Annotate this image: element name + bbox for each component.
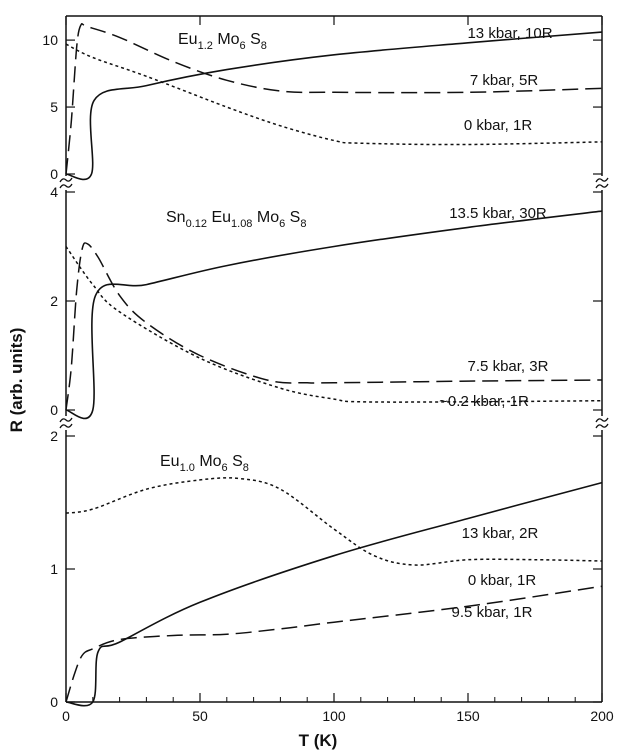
axis-break-mark — [595, 417, 609, 423]
series-label: 13 kbar, 10R — [467, 25, 552, 42]
series-line-solid — [65, 481, 603, 707]
axis-break-mark — [595, 177, 609, 183]
y-tick-label: 0 — [50, 694, 58, 710]
compound-subscript: 1.08 — [231, 218, 252, 230]
y-tick-label: 0 — [50, 166, 58, 182]
axis-break-mark — [595, 183, 609, 189]
x-tick-label: 50 — [192, 708, 208, 724]
compound-subscript: 6 — [279, 218, 285, 230]
series-line-solid — [65, 210, 603, 420]
axis-break-mark — [59, 177, 73, 183]
series-label: 13.5 kbar, 30R — [449, 205, 547, 222]
series-line-long-dash — [65, 585, 603, 703]
x-tick-label: 0 — [62, 708, 70, 724]
series-line-long-dash — [65, 242, 603, 411]
series-line-short-dash — [65, 477, 603, 566]
series-label: 9.5 kbar, 1R — [452, 604, 533, 621]
y-tick-label: 0 — [50, 402, 58, 418]
x-tick-label: 150 — [456, 708, 480, 724]
compound-element: S — [285, 209, 300, 226]
x-axis-title: T (K) — [299, 731, 338, 750]
compound-element: Eu — [160, 453, 180, 470]
axis-break-mark — [59, 183, 73, 189]
compound-element: Eu — [207, 209, 231, 226]
series-line-short-dash — [65, 246, 603, 403]
compound-label: Eu1.2 Mo6 S8 — [178, 31, 267, 52]
axis-break-gap — [61, 176, 71, 190]
axis-break-gap — [597, 176, 607, 190]
y-tick-label: 2 — [50, 293, 58, 309]
compound-subscript: 8 — [300, 218, 306, 230]
axis-break-mark — [595, 423, 609, 429]
compound-element: Sn — [166, 209, 186, 226]
x-tick-label: 200 — [590, 708, 614, 724]
y-tick-label: 4 — [50, 184, 58, 200]
compound-label: Sn0.12 Eu1.08 Mo6 S8 — [166, 209, 306, 230]
compound-label: Eu1.0 Mo6 S8 — [160, 453, 249, 474]
y-tick-label: 5 — [50, 99, 58, 115]
x-tick-label: 100 — [322, 708, 346, 724]
data-curves — [65, 23, 603, 707]
axis-break-gap — [597, 416, 607, 430]
compound-subscript: 0.12 — [186, 218, 207, 230]
axis-break-mark — [59, 417, 73, 423]
axis-break-gap — [61, 416, 71, 430]
compound-element: S — [228, 453, 243, 470]
plot-frame — [59, 15, 609, 703]
compound-subscript: 1.2 — [198, 40, 213, 52]
series-line-long-dash — [65, 23, 603, 175]
axis-break-mark — [59, 423, 73, 429]
y-tick-label: 2 — [50, 428, 58, 444]
series-label: ~0.2 kbar, 1R — [439, 393, 529, 410]
compound-subscript: 8 — [261, 40, 267, 52]
series-label: 0 kbar, 1R — [464, 117, 533, 134]
compound-element: Mo — [252, 209, 279, 226]
compound-element: S — [246, 31, 261, 48]
compound-element: Mo — [213, 31, 240, 48]
series-label: 7 kbar, 5R — [470, 72, 539, 89]
y-tick-label: 1 — [50, 561, 58, 577]
compound-subscript: 1.0 — [180, 462, 195, 474]
compound-element: Mo — [195, 453, 222, 470]
y-axis-title: R (arb. units) — [7, 328, 26, 433]
y-tick-label: 10 — [42, 32, 58, 48]
series-label: 0 kbar, 1R — [468, 572, 537, 589]
series-line-solid — [65, 31, 603, 181]
compound-subscript: 8 — [243, 462, 249, 474]
compound-subscript: 6 — [240, 40, 246, 52]
series-label: 7.5 kbar, 3R — [468, 358, 549, 375]
series-line-short-dash — [65, 43, 603, 146]
series-label: 13 kbar, 2R — [462, 525, 539, 542]
compound-subscript: 6 — [222, 462, 228, 474]
compound-element: Eu — [178, 31, 198, 48]
